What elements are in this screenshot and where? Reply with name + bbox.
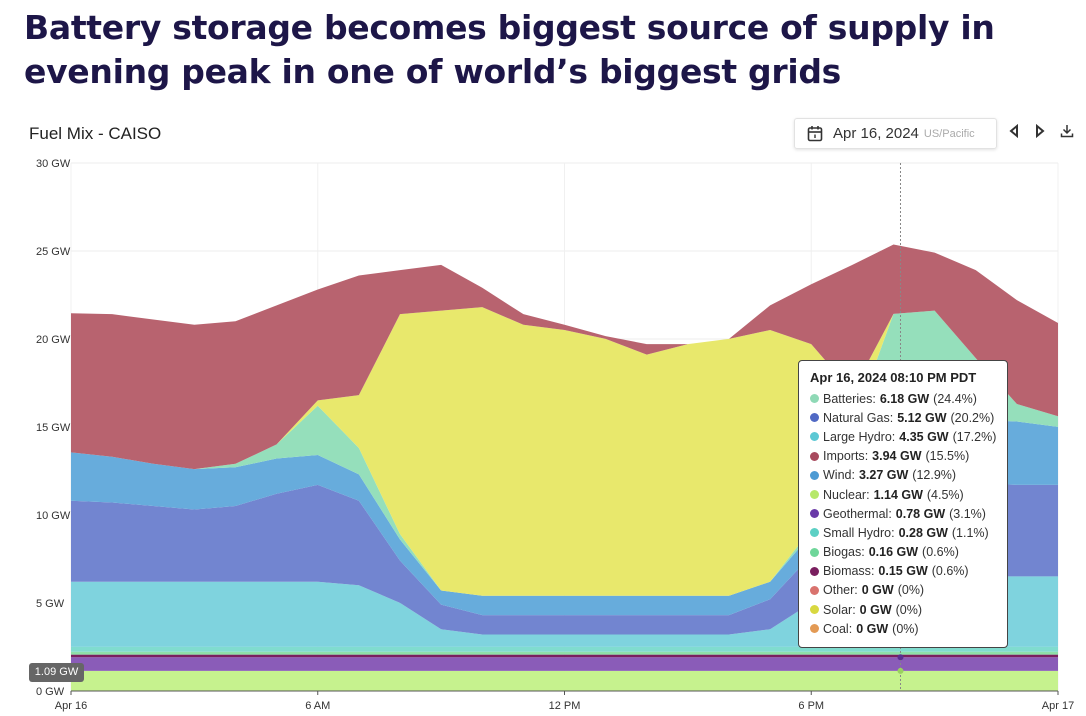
series-value: 0.16 GW [868,545,919,560]
headline: Battery storage becomes biggest source o… [24,8,995,91]
legend-dot [810,470,819,480]
crosshair-value-badge: 1.09 GW [29,663,84,682]
y-tick-label: 10 GW [36,510,71,522]
legend-dot [810,624,819,634]
legend-dot [810,528,819,538]
tooltip-row: Batteries:6.18 GW (24.4%) [810,389,1007,408]
timezone-label: US/Pacific [923,127,975,140]
tooltip-row: Small Hydro:0.28 GW (1.1%) [810,523,1007,542]
x-tick-label: 12 PM [549,700,581,712]
series-name: Batteries [823,391,873,406]
area-wind [71,416,1058,616]
series-name: Biogas [823,545,862,560]
tooltip: Apr 16, 2024 08:10 PM PDT Batteries:6.18… [798,360,1008,648]
series-pct: (3.1%) [949,506,986,521]
y-tick-label: 15 GW [36,422,71,434]
series-name: Biomass [823,564,871,579]
tooltip-row: Imports:3.94 GW (15.5%) [810,447,1007,466]
series-pct: (15.5%) [925,449,970,464]
series-name: Wind [823,468,852,483]
area-geothermal [71,657,1058,671]
series-pct: (0%) [897,583,925,598]
legend-dot [810,451,819,461]
series-value: 4.35 GW [899,429,949,444]
series-pct: (1.1%) [951,525,989,540]
date-value: Apr 16, 2024 [833,125,919,142]
legend-dot [810,566,819,576]
triangle-right-icon[interactable] [1035,124,1045,138]
series-pct: (20.2%) [950,410,995,425]
tooltip-row: Geothermal:0.78 GW (3.1%) [810,504,1007,523]
triangle-left-icon[interactable] [1009,124,1019,138]
tooltip-row: Natural Gas:5.12 GW (20.2%) [810,408,1007,427]
series-pct: (0.6%) [922,545,959,560]
series-value: 0.78 GW [895,506,946,521]
series-name: Small Hydro [823,525,892,540]
series-name: Coal [823,621,849,636]
tooltip-row: Biomass:0.15 GW (0.6%) [810,562,1007,581]
tooltip-row: Solar:0 GW (0%) [810,600,1007,619]
series-pct: (0%) [895,602,923,617]
crosshair-point [897,654,904,661]
date-picker[interactable]: Apr 16, 2024 US/Pacific [794,118,997,149]
calendar-icon [807,126,823,142]
tooltip-row: Other:0 GW (0%) [810,581,1007,600]
area-nuclear [71,670,1058,691]
series-pct: (24.4%) [933,391,977,406]
y-tick-label: 30 GW [36,158,71,170]
series-value: 0 GW [856,621,889,636]
series-name: Other [823,583,855,598]
series-pct: (0.6%) [931,564,969,579]
series-value: 0.15 GW [878,564,928,579]
area-small-hydro [71,646,1058,652]
download-icon[interactable] [1060,124,1074,138]
series-value: 3.94 GW [872,449,922,464]
y-tick-label: 20 GW [36,334,71,346]
series-value: 1.14 GW [873,487,923,502]
y-tick-label: 25 GW [36,246,71,258]
legend-dot [810,413,819,423]
series-name: Natural Gas [823,410,890,425]
area-imports [71,244,1058,470]
legend-dot [810,585,819,595]
series-name: Large Hydro [823,429,892,444]
area-biogas [71,651,1058,655]
series-pct: (4.5%) [926,487,964,502]
crosshair-point [897,667,904,674]
tooltip-title: Apr 16, 2024 08:10 PM PDT [810,370,977,385]
tooltip-row: Coal:0 GW (0%) [810,619,1007,638]
chart-title: Fuel Mix - CAISO [29,124,162,143]
tooltip-row: Nuclear:1.14 GW (4.5%) [810,485,1007,504]
area-biomass [71,654,1058,658]
tooltip-row: Large Hydro:4.35 GW (17.2%) [810,427,1007,446]
legend-dot [810,547,819,557]
legend-dot [810,509,819,519]
series-value: 0 GW [861,583,894,598]
x-tick-label: 6 PM [798,700,824,712]
series-name: Imports [823,449,865,464]
x-tick-label: Apr 16 [55,700,87,712]
legend-dot [810,432,819,442]
tooltip-row: Wind:3.27 GW (12.9%) [810,466,1007,485]
series-name: Geothermal [823,506,889,521]
series-pct: (12.9%) [912,468,957,483]
series-name: Nuclear [823,487,867,502]
series-value: 3.27 GW [858,468,909,483]
y-tick-label: 0 GW [36,686,65,698]
series-value: 6.18 GW [879,391,930,406]
legend-dot [810,394,819,404]
tooltip-row: Biogas:0.16 GW (0.6%) [810,543,1007,562]
x-tick-label: Apr 17 [1042,700,1074,712]
x-tick-label: 6 AM [305,700,330,712]
series-value: 0.28 GW [898,525,948,540]
series-value: 5.12 GW [897,410,947,425]
legend-dot [810,605,819,615]
y-tick-label: 5 GW [36,598,65,610]
series-pct: (0%) [892,621,919,636]
series-value: 0 GW [859,602,892,617]
series-name: Solar [823,602,853,617]
legend-dot [810,490,819,500]
series-pct: (17.2%) [952,429,997,444]
